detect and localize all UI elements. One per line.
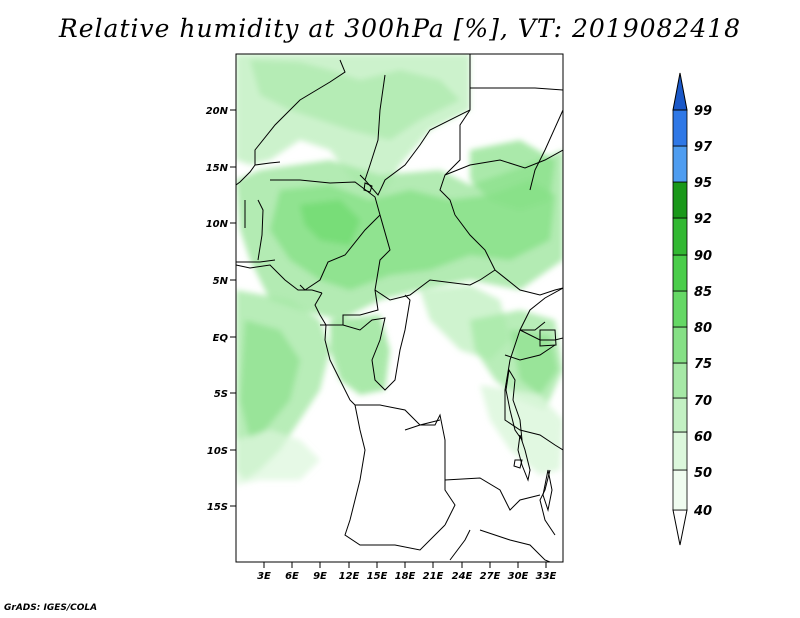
lat-tick-label: 10S	[207, 446, 228, 457]
colorbar-label: 90	[694, 249, 712, 264]
colorbar-segment	[672, 431, 688, 471]
lat-tick-label: 10N	[206, 219, 229, 230]
map-frame	[235, 53, 564, 563]
colorbar-label: 75	[694, 357, 712, 372]
lon-tick-label: 3E	[257, 571, 271, 582]
colorbar-label: 85	[694, 285, 712, 300]
colorbar-label: 60	[694, 430, 712, 445]
lon-tick-label: 6E	[285, 571, 299, 582]
lon-tick-label: 21E	[423, 571, 444, 582]
colorbar-label: 92	[694, 212, 712, 227]
colorbar-label: 80	[694, 321, 712, 336]
lat-tick-label: 5N	[213, 276, 229, 287]
colorbar-segment	[672, 254, 688, 292]
lon-tick-label: 9E	[313, 571, 327, 582]
lon-tick-label: 24E	[452, 571, 473, 582]
colorbar-label: 97	[694, 140, 713, 155]
colorbar-label: 95	[694, 176, 712, 191]
longitude-axis: 3E 6E 9E 12E 15E 18E 21E 24E 27E 30E 33E	[257, 562, 557, 582]
colorbar-lower-arrow	[672, 509, 688, 546]
colorbar-segment	[672, 397, 688, 433]
country-borders	[236, 54, 563, 562]
colorbar-segment	[672, 145, 688, 183]
lon-tick-label: 12E	[339, 571, 360, 582]
lon-tick-label: 30E	[508, 571, 529, 582]
lon-tick-label: 33E	[536, 571, 557, 582]
colorbar-label: 99	[694, 104, 712, 119]
lakes	[363, 182, 557, 512]
credit-label: GrADS: IGES/COLA	[4, 603, 98, 613]
lat-tick-label: 15S	[207, 502, 228, 513]
colorbar-label: 50	[694, 466, 712, 481]
lon-tick-label: 15E	[367, 571, 388, 582]
lat-tick-label: 5S	[214, 389, 228, 400]
colorbar-segment	[672, 181, 688, 219]
map-title: Relative humidity at 300hPa [%], VT: 201…	[58, 14, 742, 43]
lon-tick-label: 27E	[480, 571, 501, 582]
lat-tick-label: 15N	[206, 163, 229, 174]
humidity-field	[236, 54, 563, 485]
lat-tick-label: EQ	[213, 333, 229, 344]
colorbar-upper-arrow	[672, 72, 688, 111]
lat-tick-label: 20N	[206, 106, 229, 117]
colorbar-segment	[672, 326, 688, 364]
colorbar-segment	[672, 217, 688, 256]
latitude-axis: 20N 15N 10N 5N EQ 5S 10S 15S	[206, 106, 236, 513]
colorbar-label: 70	[694, 394, 712, 409]
colorbar-segment	[672, 362, 688, 399]
colorbar-label: 40	[693, 504, 712, 519]
colorbar-segment	[672, 290, 688, 328]
colorbar-segment	[672, 469, 688, 511]
colorbar: 40 50 60 70 75 80 85 90 92 95 97 99	[672, 72, 713, 546]
lon-tick-label: 18E	[395, 571, 416, 582]
colorbar-segment	[672, 109, 688, 147]
